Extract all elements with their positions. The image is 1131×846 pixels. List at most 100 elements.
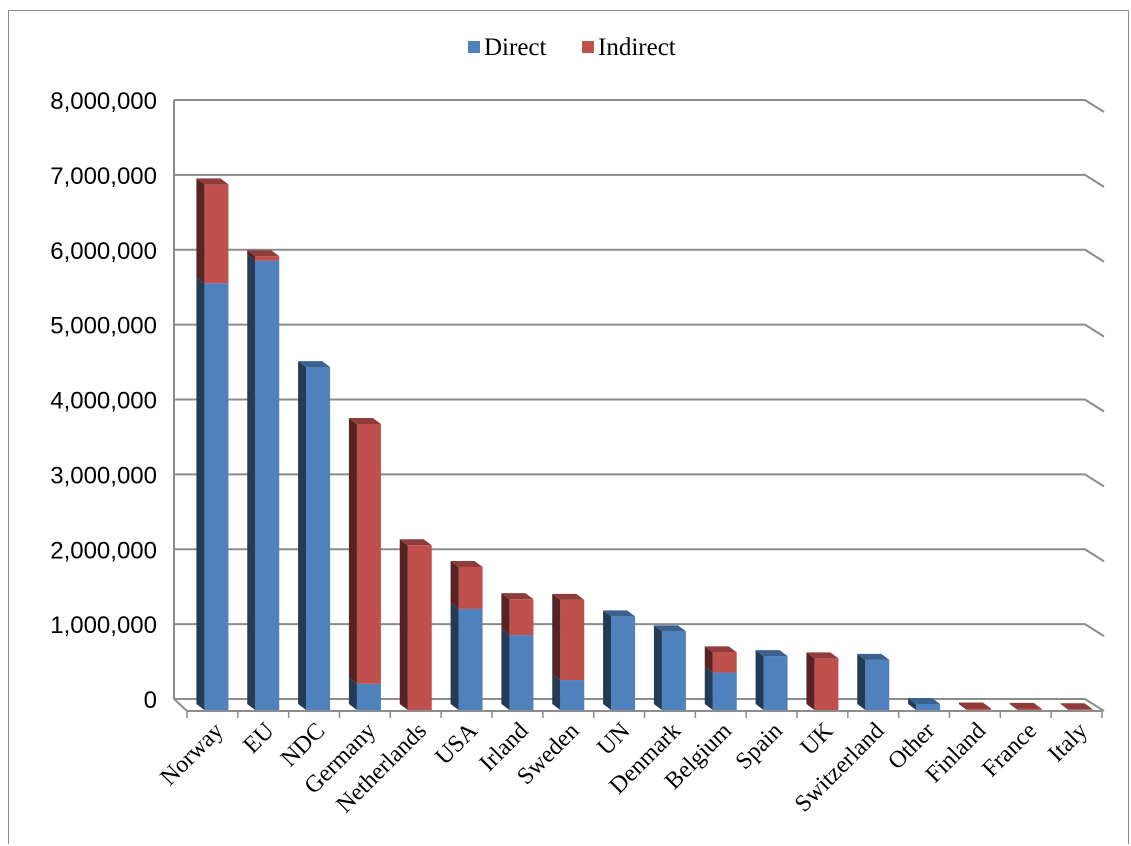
bar-top xyxy=(857,653,890,660)
bar-side xyxy=(857,653,866,710)
bar-segment xyxy=(255,256,280,261)
bar-top xyxy=(653,625,686,632)
legend-swatch xyxy=(582,41,594,53)
bar-segment xyxy=(509,635,534,710)
bar-segment xyxy=(560,599,585,681)
y-tick-label: 0 xyxy=(144,687,157,714)
bar-segment xyxy=(661,631,686,710)
y-tick-label: 8,000,000 xyxy=(50,88,157,115)
bar-segment xyxy=(712,652,737,673)
bar-segment xyxy=(1068,709,1093,710)
bar-segment xyxy=(356,683,381,710)
bar-segment xyxy=(407,545,432,710)
x-tick-label: Norway xyxy=(156,718,229,791)
bar-side xyxy=(704,666,713,710)
bar-top xyxy=(196,178,229,185)
y-tick-label: 5,000,000 xyxy=(50,313,157,340)
y-tick-label: 6,000,000 xyxy=(50,238,157,265)
bar-segment xyxy=(763,656,788,710)
gridline xyxy=(174,473,1105,488)
floor-edge xyxy=(173,698,188,712)
bar-side xyxy=(755,650,764,710)
bar-segment xyxy=(560,680,585,710)
gridline xyxy=(174,99,1105,113)
bar-side xyxy=(450,602,459,710)
y-tick-label: 7,000,000 xyxy=(50,163,157,190)
bar-side xyxy=(501,593,510,636)
bar-top xyxy=(908,698,941,705)
bar-top xyxy=(501,593,534,600)
bar-segment xyxy=(306,367,331,710)
bar-top xyxy=(603,610,636,617)
gridline xyxy=(174,248,1105,263)
bar-top xyxy=(1060,703,1093,710)
bar-side xyxy=(348,417,357,684)
bar-top xyxy=(1009,702,1042,709)
bar-side xyxy=(1060,703,1069,710)
bar-side xyxy=(348,677,357,710)
bar-side xyxy=(958,702,967,710)
bar-top xyxy=(450,560,483,567)
bar-segment xyxy=(966,708,991,710)
bar-side xyxy=(399,539,408,710)
x-tick-label: UK xyxy=(796,717,839,760)
x-tick-label: USA xyxy=(430,717,483,770)
bar-top xyxy=(704,646,737,653)
bar-segment xyxy=(916,704,941,710)
bar-side xyxy=(552,593,561,681)
x-tick-label: France xyxy=(977,718,1042,783)
bar-side xyxy=(247,250,256,261)
bar-side xyxy=(501,629,510,710)
bar-side xyxy=(1009,702,1018,710)
y-tick-label: 2,000,000 xyxy=(50,537,157,564)
bar-side xyxy=(603,610,612,710)
bar-segment xyxy=(865,659,890,710)
bar-segment xyxy=(356,423,381,684)
bar-segment xyxy=(458,608,483,710)
bar-top xyxy=(806,652,839,659)
legend-label: Direct xyxy=(484,34,547,61)
bar-top xyxy=(399,539,432,546)
bar-segment xyxy=(814,658,839,710)
bar-segment xyxy=(1017,708,1042,710)
gridline xyxy=(174,173,1105,188)
x-tick-label: Spain xyxy=(731,718,788,775)
y-axis-ticks: 0 1,000,000 2,000,000 3,000,000 4,000,000 5,0… xyxy=(50,88,157,714)
bar-side xyxy=(552,674,561,710)
bar-side xyxy=(806,652,815,710)
bar-top xyxy=(958,702,991,709)
bar-side xyxy=(196,178,205,284)
bar-side xyxy=(298,361,307,710)
x-axis-ticks: Norway EUNDCGermanyNetherlandsUSAIrlandSw… xyxy=(156,717,1093,818)
x-tick-label: EU xyxy=(238,718,279,759)
bar-side xyxy=(704,646,713,673)
bar-segment xyxy=(458,566,483,609)
bar-segment xyxy=(509,599,534,636)
bar-top xyxy=(755,650,788,657)
legend-label: Indirect xyxy=(598,34,676,61)
gridline xyxy=(174,548,1105,563)
bar-segment xyxy=(255,260,280,710)
gridline xyxy=(174,398,1105,413)
legend-swatch xyxy=(468,41,480,53)
bar-top xyxy=(247,250,280,257)
gridline xyxy=(174,323,1105,338)
y-tick-label: 4,000,000 xyxy=(50,388,157,415)
y-tick-label: 3,000,000 xyxy=(50,462,157,489)
bar-side xyxy=(653,625,662,710)
bar-top xyxy=(298,361,331,368)
x-tick-label: UN xyxy=(592,718,635,761)
bar-side xyxy=(196,277,205,710)
x-tick-label: Italy xyxy=(1043,718,1092,767)
bar-segment xyxy=(204,283,229,710)
bar-segment xyxy=(712,672,737,710)
bar-segment xyxy=(611,616,636,710)
legend: Direct Indirect xyxy=(468,34,676,61)
bar-side xyxy=(908,698,917,710)
bars xyxy=(196,178,1093,710)
bar-side xyxy=(247,254,256,710)
bar-top xyxy=(348,417,381,424)
bar-side xyxy=(450,560,459,609)
bar-top xyxy=(552,593,585,600)
